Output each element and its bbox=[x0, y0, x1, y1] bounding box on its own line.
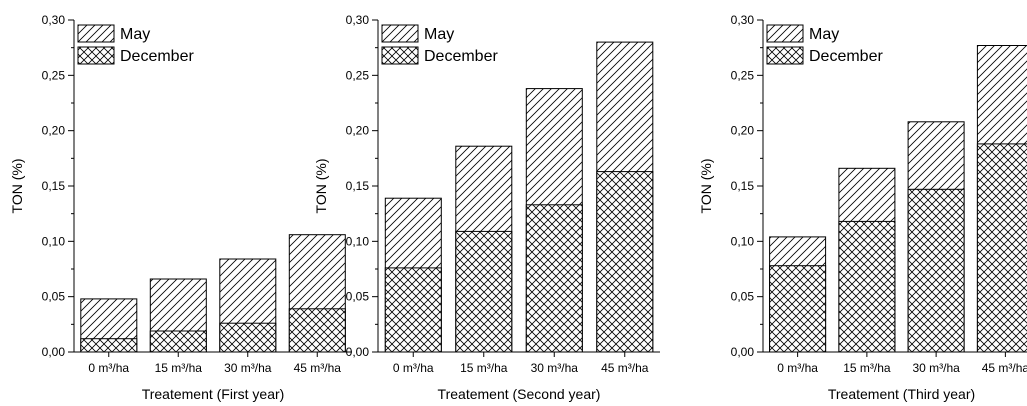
bar-december-2 bbox=[455, 230, 513, 353]
y-tick-label: 0,20 bbox=[42, 124, 66, 138]
y-tick-label: 0,15 bbox=[346, 179, 370, 193]
y-tick-label: 0,30 bbox=[42, 13, 66, 27]
legend: May December bbox=[381, 24, 498, 65]
y-tick-label: 0,25 bbox=[42, 68, 66, 82]
legend-swatch-may bbox=[381, 24, 419, 43]
legend-swatch-december bbox=[766, 46, 804, 65]
legend-label-december: December bbox=[424, 48, 498, 65]
bar-december-3 bbox=[525, 204, 583, 353]
y-tick-label: 0,00 bbox=[346, 345, 370, 359]
y-axis-title: TON (%) bbox=[313, 159, 329, 214]
y-tick-label: 0,05 bbox=[731, 290, 755, 304]
legend-label-december: December bbox=[809, 48, 883, 65]
legend: May December bbox=[766, 24, 883, 65]
x-axis-title: Treatement (First year) bbox=[142, 386, 285, 402]
y-tick-label: 0,30 bbox=[731, 13, 755, 27]
x-tick-label: 30 m³/ha bbox=[531, 361, 579, 375]
x-axis-title: Treatement (Third year) bbox=[828, 386, 975, 402]
x-axis-title: Treatement (Second year) bbox=[438, 386, 601, 402]
y-tick-label: 0,10 bbox=[731, 234, 755, 248]
x-tick-label: 0 m³/ha bbox=[393, 361, 434, 375]
y-tick-label: 0,00 bbox=[42, 345, 66, 359]
y-tick-label: 0,25 bbox=[346, 68, 370, 82]
y-tick-label: 0,05 bbox=[346, 290, 370, 304]
y-tick-label: 0,00 bbox=[731, 345, 755, 359]
bar-december-2 bbox=[149, 330, 207, 353]
bar-december-1 bbox=[769, 265, 827, 353]
x-tick-label: 0 m³/ha bbox=[777, 361, 818, 375]
x-tick-label: 0 m³/ha bbox=[88, 361, 129, 375]
legend-swatch-december bbox=[77, 46, 115, 65]
x-tick-label: 15 m³/ha bbox=[460, 361, 508, 375]
y-tick-label: 0,30 bbox=[346, 13, 370, 27]
legend-swatch-december bbox=[381, 46, 419, 65]
legend-label-may: May bbox=[120, 26, 150, 43]
x-tick-label: 30 m³/ha bbox=[224, 361, 272, 375]
bar-december-4 bbox=[288, 308, 346, 353]
bar-december-1 bbox=[80, 338, 138, 353]
legend-label-may: May bbox=[424, 26, 454, 43]
y-tick-label: 0,10 bbox=[346, 234, 370, 248]
chart-panel-2: 0 m³/ha 15 m³/ha 30 m³/ha 45 m³/ha 0,00 0,05 0… bbox=[313, 13, 660, 402]
x-tick-label: 15 m³/ha bbox=[843, 361, 891, 375]
y-tick-label: 0,15 bbox=[731, 179, 755, 193]
legend-swatch-may bbox=[766, 24, 804, 43]
y-tick-label: 0,25 bbox=[731, 68, 755, 82]
legend-label-december: December bbox=[120, 48, 194, 65]
bar-december-3 bbox=[219, 322, 277, 353]
chart-panel-1: 0 m³/ha 15 m³/ha 30 m³/ha 45 m³/ha 0,00 0,05 0… bbox=[9, 13, 352, 402]
x-tick-label: 30 m³/ha bbox=[912, 361, 960, 375]
legend: May December bbox=[77, 24, 194, 65]
y-tick-label: 0,20 bbox=[346, 124, 370, 138]
bar-december-4 bbox=[596, 171, 654, 353]
x-tick-label: 45 m³/ha bbox=[982, 361, 1027, 375]
y-axis-title: TON (%) bbox=[698, 159, 714, 214]
bar-december-3 bbox=[907, 188, 965, 353]
y-axis-title: TON (%) bbox=[9, 159, 25, 214]
y-tick-label: 0,10 bbox=[42, 234, 66, 248]
bar-december-2 bbox=[838, 220, 896, 353]
x-tick-label: 45 m³/ha bbox=[294, 361, 342, 375]
legend-label-may: May bbox=[809, 26, 839, 43]
y-tick-label: 0,05 bbox=[42, 290, 66, 304]
x-tick-label: 15 m³/ha bbox=[155, 361, 203, 375]
bar-december-1 bbox=[384, 267, 442, 353]
bar-december-4 bbox=[976, 143, 1027, 353]
legend-swatch-may bbox=[77, 24, 115, 43]
chart-panel-3: 0 m³/ha 15 m³/ha 30 m³/ha 45 m³/ha 0,00 0,05 0… bbox=[698, 13, 1027, 402]
y-tick-label: 0,20 bbox=[731, 124, 755, 138]
x-tick-label: 45 m³/ha bbox=[601, 361, 649, 375]
y-tick-label: 0,15 bbox=[42, 179, 66, 193]
